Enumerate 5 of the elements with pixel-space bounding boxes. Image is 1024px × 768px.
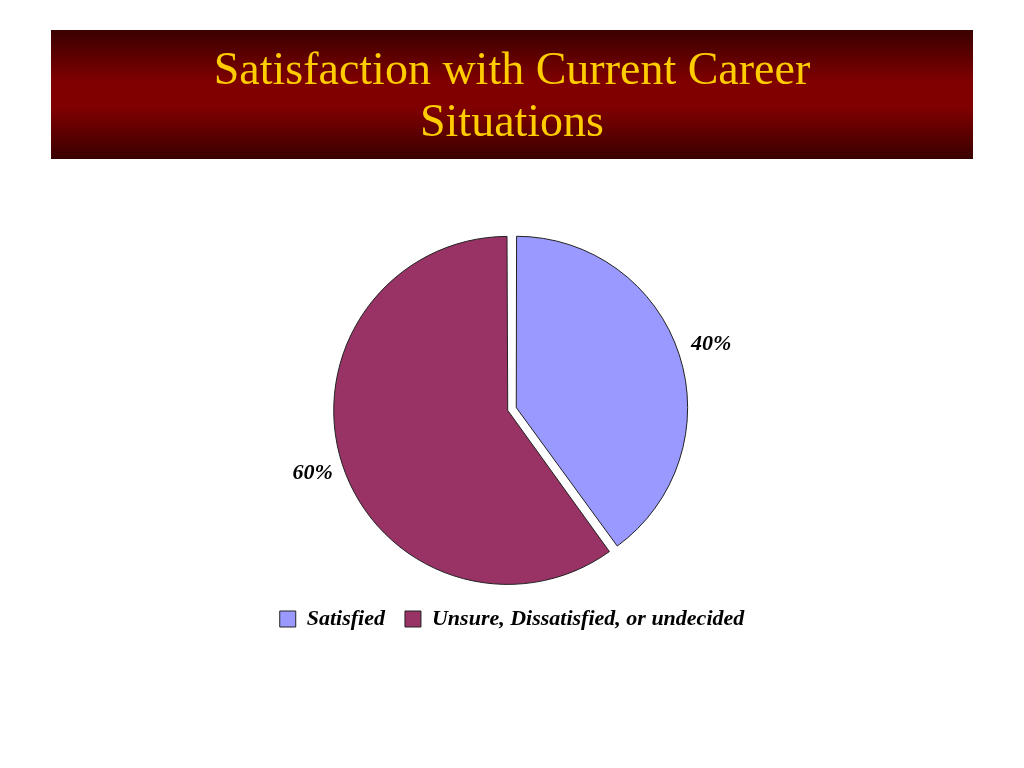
chart-title: Satisfaction with Current Career Situations: [212, 42, 812, 147]
legend-label: Unsure, Dissatisfied, or undecided: [431, 604, 746, 630]
legend-label: Satisfied: [306, 604, 386, 630]
data-label: 40%: [690, 329, 732, 355]
data-label: 60%: [292, 459, 333, 485]
